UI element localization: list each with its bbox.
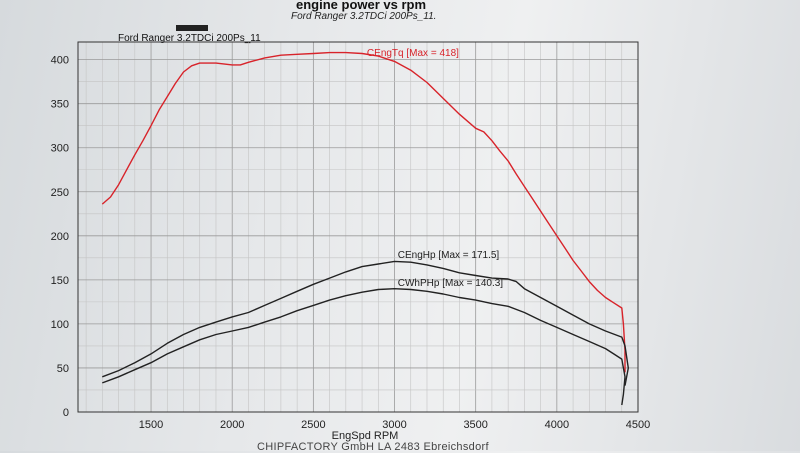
x-axis-label: EngSpd RPM [332,430,399,442]
y-tick-label: 200 [51,231,69,243]
series-label-cengtq: CEngTq [Max = 418] [367,48,459,59]
axis-ticks: 1500 2000 2500 3000 3500 4000 4500 0 50 100 150 200… [51,55,651,431]
x-tick-label: 2500 [301,419,325,431]
series-label-cenghp: CEngHp [Max = 171.5] [398,250,500,261]
page-title: engine power vs rpm [296,0,427,12]
series-labels: CEngTq [Max = 418] CEngHp [Max = 171.5] CW… [367,48,503,289]
grid [78,42,638,412]
y-tick-label: 400 [51,55,69,67]
series-line-cwhphp [102,288,626,406]
series-line-cenghp [102,260,629,386]
x-tick-label: 3000 [382,419,406,431]
series-label-cwhphp: CWhPHp [Max = 140.3] [398,278,504,289]
x-tick-label: 4500 [626,419,650,431]
y-tick-label: 100 [51,319,69,331]
plot-frame [77,41,639,413]
y-tick-label: 350 [51,99,69,111]
y-tick-label: 250 [51,187,69,199]
y-tick-label: 50 [57,363,69,375]
x-tick-label: 3500 [463,419,487,431]
y-tick-label: 300 [51,143,69,155]
series-line-cengtq [101,51,626,373]
y-tick-label: 0 [63,407,69,419]
series-lines [101,51,629,406]
page-subtitle: Ford Ranger 3.2TDCi 200Ps_11. [291,11,437,22]
footer-text: CHIPFACTORY GmbH LA 2483 Ebreichsdorf [257,441,489,453]
printer-mark [176,25,208,31]
x-tick-label: 2000 [220,419,244,431]
x-tick-label: 4000 [545,419,569,431]
x-tick-label: 1500 [139,419,163,431]
chart-title: Ford Ranger 3.2TDCi 200Ps_11 [118,33,261,44]
y-tick-label: 150 [51,275,69,287]
